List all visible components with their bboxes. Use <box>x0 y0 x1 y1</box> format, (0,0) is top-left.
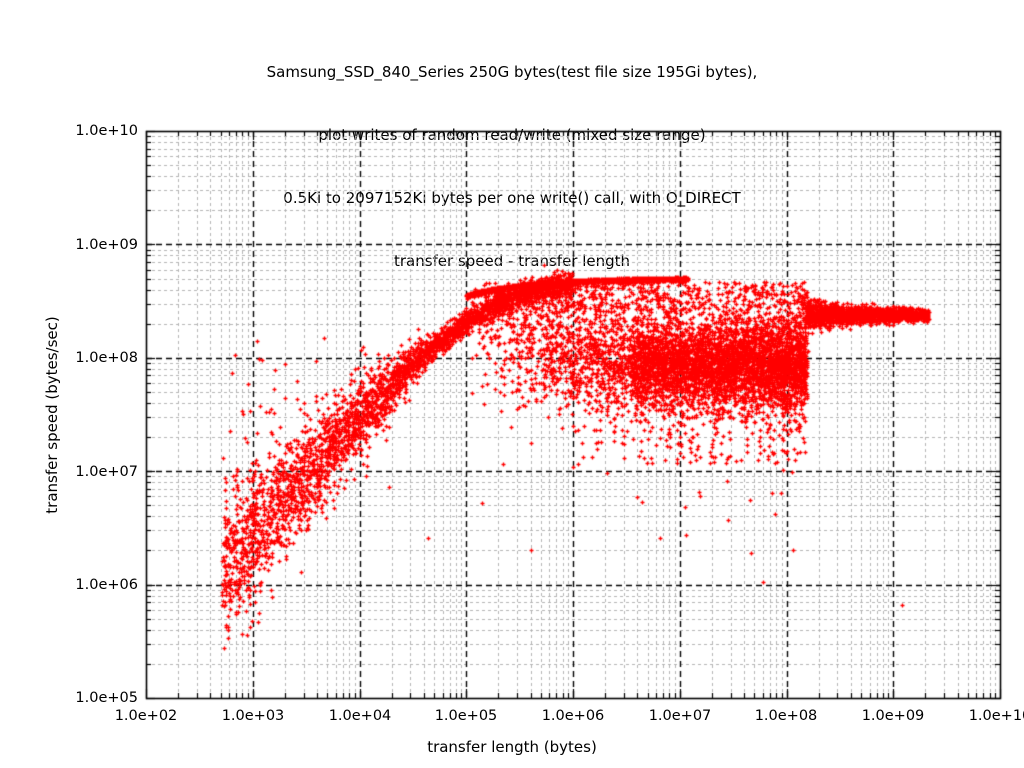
y-tick-1e10: 1.0e+10 <box>75 123 138 139</box>
y-tick-1e5: 1.0e+05 <box>75 690 138 706</box>
x-tick-1e3: 1.0e+03 <box>221 708 285 724</box>
y-tick-1e9: 1.0e+09 <box>75 237 138 253</box>
x-tick-1e10: 1.0e+10 <box>968 708 1024 724</box>
y-tick-1e6: 1.0e+06 <box>75 577 138 593</box>
y-tick-1e7: 1.0e+07 <box>75 464 138 480</box>
y-axis-title: transfer speed (bytes/sec) <box>43 316 61 514</box>
x-tick-1e7: 1.0e+07 <box>648 708 712 724</box>
x-axis-title: transfer length (bytes) <box>427 738 597 756</box>
x-tick-1e6: 1.0e+06 <box>541 708 605 724</box>
x-tick-1e8: 1.0e+08 <box>754 708 818 724</box>
x-tick-1e4: 1.0e+04 <box>328 708 392 724</box>
x-tick-1e9: 1.0e+09 <box>861 708 925 724</box>
x-tick-1e5: 1.0e+05 <box>434 708 498 724</box>
y-tick-1e8: 1.0e+08 <box>75 350 138 366</box>
x-tick-1e2: 1.0e+02 <box>114 708 178 724</box>
